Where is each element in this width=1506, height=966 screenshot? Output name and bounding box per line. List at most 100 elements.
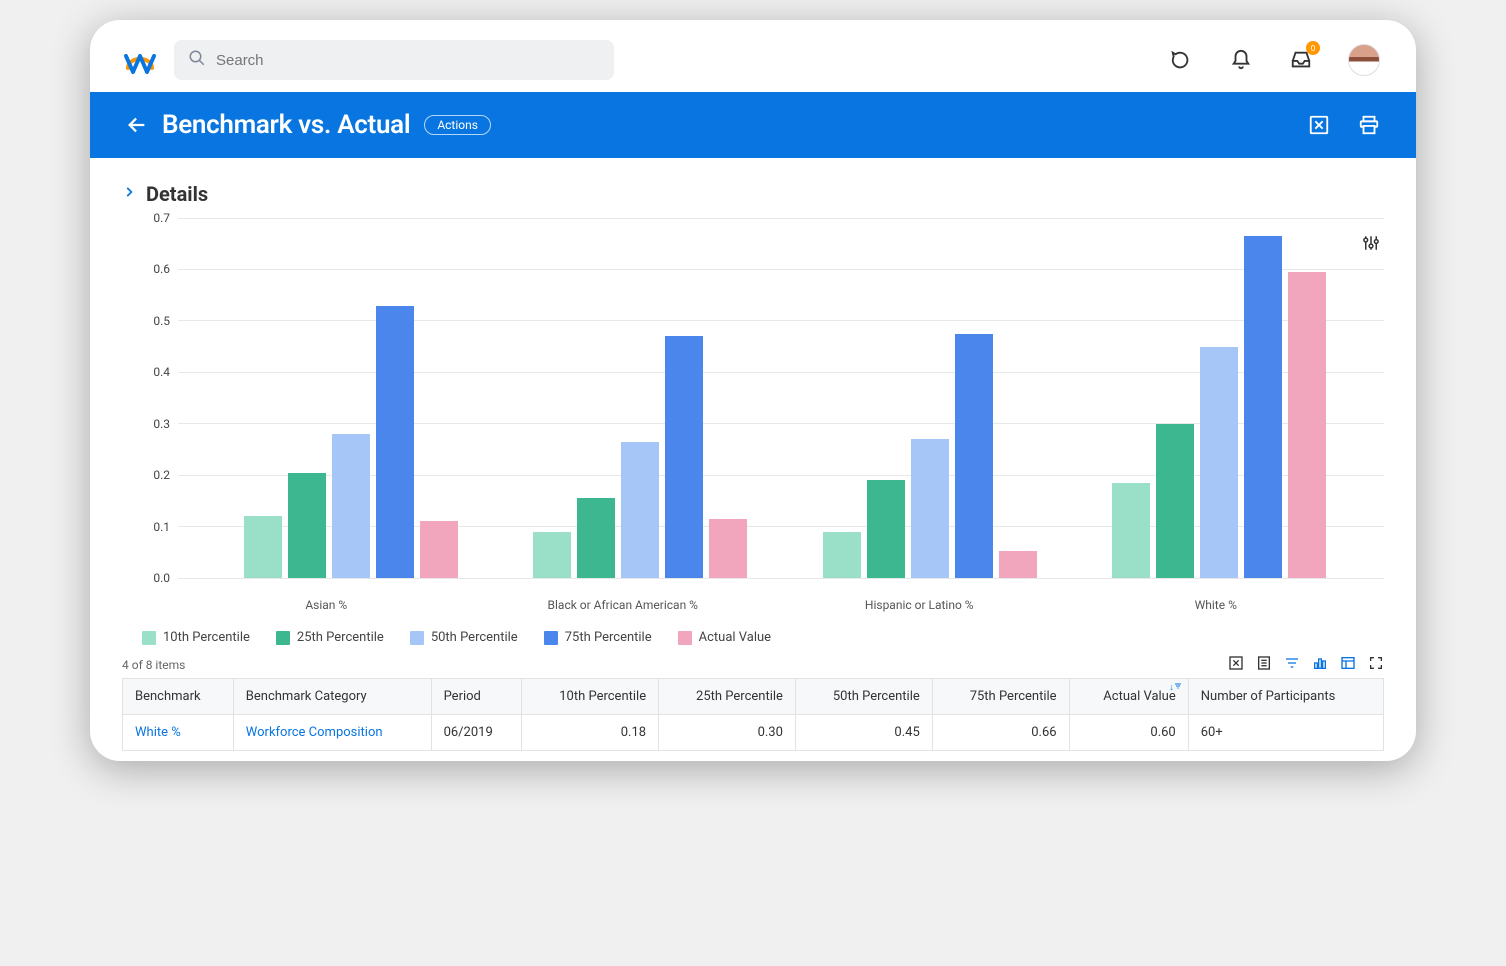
chart-bar[interactable] [420,521,458,578]
chart-bar[interactable] [244,516,282,578]
chart-bar[interactable] [709,519,747,578]
legend-item[interactable]: 75th Percentile [544,630,652,645]
chart-bar[interactable] [955,334,993,578]
grid-filter-icon[interactable] [1284,655,1300,674]
chart-y-tick-label: 0.3 [150,417,178,431]
page-title: Benchmark vs. Actual [162,110,410,140]
table-header-cell[interactable]: Benchmark [123,679,234,715]
legend-label: Actual Value [699,630,771,645]
grid-worksheet-icon[interactable] [1256,655,1272,674]
chart-bar[interactable] [332,434,370,578]
chart-bar[interactable] [911,439,949,578]
chart-y-tick-label: 0.5 [150,314,178,328]
grid-chart-icon[interactable] [1312,655,1328,674]
table-header-cell[interactable]: Number of Participants [1188,679,1383,715]
legend-item[interactable]: Actual Value [678,630,771,645]
benchmark-data-table: BenchmarkBenchmark CategoryPeriod10th Pe… [122,678,1384,751]
legend-label: 75th Percentile [565,630,652,645]
grid-toolbar: 4 of 8 items [122,655,1384,674]
table-row: White %Workforce Composition06/20190.180… [123,715,1384,751]
chart-bar-group [785,218,1075,578]
chart-bar[interactable] [823,532,861,578]
inbox-icon[interactable]: 0 [1288,47,1314,73]
legend-label: 50th Percentile [431,630,518,645]
table-cell: 0.60 [1069,715,1188,751]
app-logo[interactable] [122,42,158,78]
chart-bar-group [206,218,496,578]
chart-bar-group [1075,218,1365,578]
chart-y-tick-label: 0.7 [150,211,178,225]
chart-bar[interactable] [376,306,414,578]
table-header-cell[interactable]: Benchmark Category [233,679,431,715]
chart-y-tick-label: 0.6 [150,262,178,276]
table-header-cell[interactable]: Actual Value↓ [1069,679,1188,715]
inbox-badge: 0 [1306,41,1320,55]
chart-y-tick-label: 0.2 [150,468,178,482]
legend-label: 10th Percentile [163,630,250,645]
back-arrow-icon[interactable] [126,114,148,136]
chart-bar[interactable] [577,498,615,578]
topbar: 0 [90,20,1416,92]
bell-icon[interactable] [1228,47,1254,73]
table-cell: 60+ [1188,715,1383,751]
chart-bar[interactable] [1156,424,1194,578]
table-header-cell[interactable]: 50th Percentile [795,679,932,715]
chart-y-tick-label: 0.1 [150,520,178,534]
table-cell-link[interactable]: Workforce Composition [246,725,383,740]
table-cell: 0.66 [932,715,1069,751]
app-window: 0 Benchmark vs. Actual Actions Details [90,20,1416,761]
chart-legend: 10th Percentile 25th Percentile 50th Perce… [142,630,1384,645]
chart-bar[interactable] [1244,236,1282,578]
table-cell: 06/2019 [431,715,522,751]
table-cell: Workforce Composition [233,715,431,751]
export-excel-icon[interactable] [1308,114,1330,136]
table-cell: 0.45 [795,715,932,751]
details-section-header: Details [122,182,1384,206]
table-cell: 0.30 [659,715,796,751]
table-header-cell[interactable]: Period [431,679,522,715]
search-icon [188,49,206,71]
chart-x-tick-label: Black or African American % [475,598,772,612]
table-header-cell[interactable]: 10th Percentile [522,679,659,715]
chart-bar[interactable] [867,480,905,578]
chart-bar[interactable] [999,551,1037,578]
search-input[interactable] [216,52,600,69]
legend-label: 25th Percentile [297,630,384,645]
chart-bar[interactable] [621,442,659,578]
chat-icon[interactable] [1168,47,1194,73]
chevron-right-icon[interactable] [122,184,136,203]
chart-bar[interactable] [533,532,571,578]
chart-bar[interactable] [1288,272,1326,578]
print-icon[interactable] [1358,114,1380,136]
benchmark-chart: 0.00.10.20.30.40.50.60.7 [150,218,1384,578]
legend-swatch [276,631,290,645]
chart-x-tick-label: White % [1068,598,1365,612]
chart-bar[interactable] [1200,347,1238,578]
table-header-cell[interactable]: 25th Percentile [659,679,796,715]
legend-item[interactable]: 50th Percentile [410,630,518,645]
table-cell-link[interactable]: White % [135,725,181,740]
chart-y-tick-label: 0.4 [150,365,178,379]
user-avatar[interactable] [1348,44,1380,76]
chart-bar[interactable] [665,336,703,578]
search-field-wrapper[interactable] [174,40,614,80]
grid-excel-icon[interactable] [1228,655,1244,674]
legend-item[interactable]: 25th Percentile [276,630,384,645]
chart-x-tick-label: Hispanic or Latino % [771,598,1068,612]
grid-fullscreen-icon[interactable] [1368,655,1384,674]
chart-x-axis-labels: Asian %Black or African American %Hispan… [158,592,1384,612]
legend-swatch [410,631,424,645]
legend-swatch [142,631,156,645]
chart-bar-group [496,218,786,578]
actions-button[interactable]: Actions [424,115,491,135]
table-header-cell[interactable]: 75th Percentile [932,679,1069,715]
chart-bar[interactable] [288,473,326,578]
grid-columns-icon[interactable] [1340,655,1356,674]
page-content: Details 0.00.10.20.30.40.50.60.7 Asian %… [90,158,1416,761]
page-header: Benchmark vs. Actual Actions [90,92,1416,158]
chart-bar[interactable] [1112,483,1150,578]
table-cell: 0.18 [522,715,659,751]
grid-count-label: 4 of 8 items [122,658,185,672]
legend-item[interactable]: 10th Percentile [142,630,250,645]
legend-swatch [678,631,692,645]
